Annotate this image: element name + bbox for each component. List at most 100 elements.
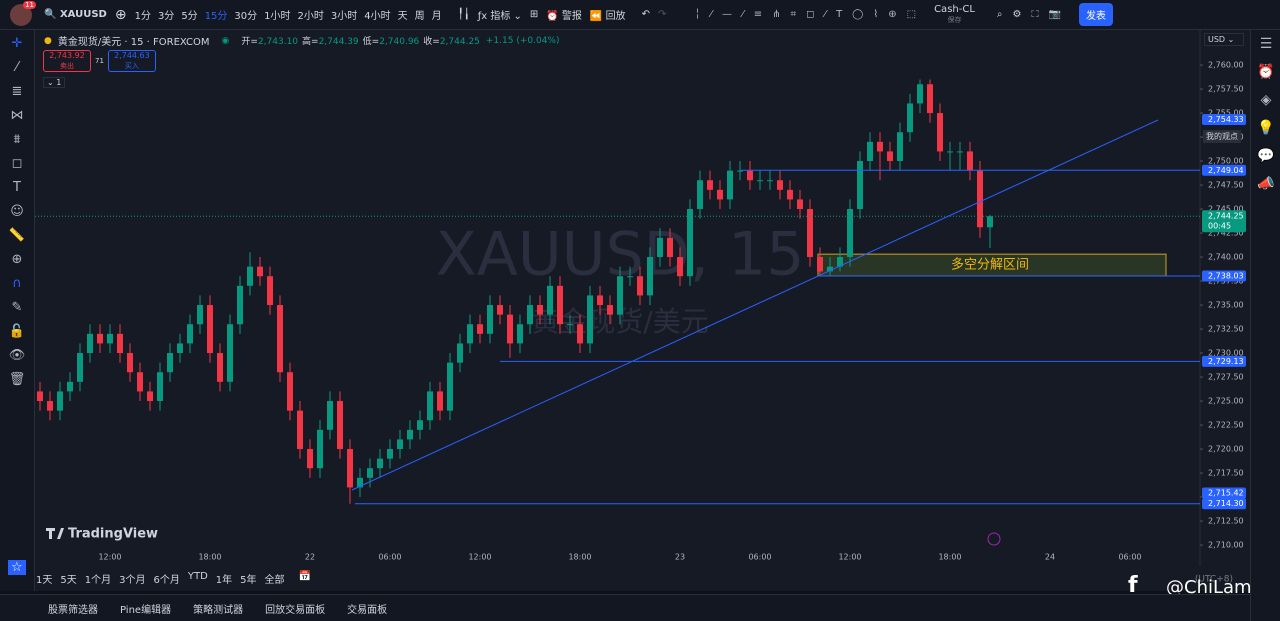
range-button[interactable]: 5天 xyxy=(60,575,77,586)
shape-tool[interactable]: ◻ xyxy=(11,156,23,171)
news[interactable]: 📣 xyxy=(1257,176,1275,192)
crosshair-tool[interactable]: ✛ xyxy=(11,36,23,51)
my-view[interactable]: 我的观点 xyxy=(1203,130,1241,143)
candle-body xyxy=(107,333,113,344)
visibility-tool[interactable]: 👁 xyxy=(8,348,26,363)
y-tick-label: 2,727.50 xyxy=(1208,373,1244,382)
bottom-tab[interactable]: 股票筛选器 xyxy=(48,604,98,616)
replay-button[interactable]: ⏪ 回放 xyxy=(589,11,626,22)
forecast-tool[interactable]: ⩩ xyxy=(13,132,21,147)
event-icon[interactable] xyxy=(987,532,1001,546)
candle-body xyxy=(737,170,743,172)
candle-body xyxy=(247,266,253,286)
bottom-tab[interactable]: 策略测试器 xyxy=(193,604,244,616)
ohlc-values: 开=2,743.10 高=2,744.39 低=2,740.96 收=2,744.25 xyxy=(241,34,480,47)
currency-select[interactable]: USD ⌄ xyxy=(1204,33,1244,46)
interval[interactable]: 30分 xyxy=(234,11,258,22)
interval[interactable]: 4小时 xyxy=(364,11,391,22)
watchlist[interactable]: ☰ xyxy=(1259,36,1273,52)
layers[interactable]: ◈ xyxy=(1260,92,1272,108)
interval[interactable]: 周 xyxy=(414,11,425,22)
candle-body xyxy=(637,276,643,296)
alerts-button[interactable]: ⏰ 警报 xyxy=(546,11,582,22)
candle-body xyxy=(447,362,453,411)
candle-body xyxy=(837,257,843,267)
instrument[interactable]: 黄金现货/美元 · 15 · FOREXCOM xyxy=(57,37,210,48)
last-price-tag xyxy=(1202,210,1246,233)
save-label: 保存 xyxy=(947,15,962,24)
candle-body xyxy=(877,141,883,152)
indicator-toggle[interactable]: ⌄ 1 xyxy=(43,77,66,88)
range-button[interactable]: 1年 xyxy=(215,575,233,586)
interval[interactable]: 5分 xyxy=(181,11,198,22)
interval[interactable]: 15分 xyxy=(204,11,228,22)
fib-tool[interactable]: ≣ xyxy=(11,84,23,99)
candle-body xyxy=(917,84,923,104)
lock-drawing[interactable]: ✎ xyxy=(11,300,23,315)
legend: ● 黄金现货/美元 · 15 · FOREXCOM ◉ 开=2,743.10 高=… xyxy=(44,33,560,49)
line-tool[interactable]: ⁄ xyxy=(15,60,19,75)
text-tool[interactable]: T xyxy=(13,180,21,195)
toolbar-icons[interactable]: ⌕⚙⛶📷 xyxy=(996,9,1071,20)
avatar[interactable]: 11 xyxy=(10,0,36,26)
pattern-tool[interactable]: ⋈ xyxy=(10,108,24,123)
layout-menu[interactable]: Cash-CL 保存 xyxy=(934,4,975,25)
add-symbol[interactable]: ⊕ xyxy=(114,6,127,23)
interval[interactable]: 3分 xyxy=(157,11,175,22)
interval[interactable]: 1小时 xyxy=(264,11,291,22)
layout-button[interactable]: ⊞ xyxy=(529,9,539,20)
interval-list: 1分 3分 5分 15分 30分 1小时 2小时 3小时 4小时天周月 xyxy=(135,7,442,22)
bottom-tab[interactable]: Pine编辑器 xyxy=(120,604,172,616)
bottom-tab[interactable]: 回放交易面板 xyxy=(265,604,326,616)
range-button[interactable]: 6个月 xyxy=(153,575,180,586)
favorites[interactable]: ☆ xyxy=(8,560,26,575)
candle-body xyxy=(537,305,543,315)
emoji-tool[interactable]: ☺ xyxy=(10,204,24,219)
credit-overlay: @ChiLam xyxy=(1166,577,1252,598)
range-button[interactable]: 1天 xyxy=(36,575,53,586)
range-button[interactable]: 全部 xyxy=(264,575,285,586)
symbol-search[interactable]: 🔍 XAUUSD xyxy=(44,9,107,20)
range-button[interactable]: 1个月 xyxy=(84,575,112,586)
candle-body xyxy=(727,170,733,200)
redo[interactable]: ↷ xyxy=(657,9,667,20)
ideas[interactable]: 💡 xyxy=(1257,120,1275,136)
bottom-tab[interactable]: 交易面板 xyxy=(347,604,388,616)
date-range-button[interactable]: 📅 xyxy=(298,571,311,582)
interval[interactable]: 月 xyxy=(431,11,442,22)
interval[interactable]: 2小时 xyxy=(297,11,324,22)
logo-text: TradingView xyxy=(68,527,158,542)
zoom-tool[interactable]: ⊕ xyxy=(11,252,23,267)
candle-body xyxy=(587,295,593,344)
publish-button[interactable]: 发表 xyxy=(1078,3,1113,26)
interval[interactable]: 天 xyxy=(397,11,408,22)
chat[interactable]: 💬 xyxy=(1257,148,1275,164)
trend-line[interactable] xyxy=(351,119,1159,491)
candle-body xyxy=(177,343,183,354)
lock-tool[interactable]: 🔓 xyxy=(8,324,26,339)
delete-tool[interactable]: 🗑 xyxy=(8,372,26,387)
alerts: 警报 xyxy=(561,11,582,22)
drawing-tools[interactable]: ╎⁄—⁄≡⋔⌗◻⁄T◯⌇⊕⬚ xyxy=(694,9,927,20)
undo[interactable]: ↶ xyxy=(641,9,650,20)
range-button[interactable]: 5年 xyxy=(240,575,257,586)
ohlc-value: 2,740.96 xyxy=(379,37,420,47)
interval[interactable]: 1分 xyxy=(134,11,151,22)
indicators-button[interactable]: ƒx 指标 ⌄ xyxy=(477,11,522,22)
alerts-panel[interactable]: ⏰ xyxy=(1257,64,1275,80)
sell-button[interactable]: 2,743.92 卖出 xyxy=(43,50,91,72)
candle-body xyxy=(817,257,823,272)
candle-body xyxy=(87,333,93,354)
range-button[interactable]: 3个月 xyxy=(119,575,146,586)
interval[interactable]: 3小时 xyxy=(330,11,358,22)
currency: USD xyxy=(1208,35,1226,44)
measure-tool[interactable]: 📏 xyxy=(8,228,26,243)
magnet-tool[interactable]: ∩ xyxy=(12,276,22,291)
buy-button[interactable]: 2,744.63 买入 xyxy=(107,50,156,72)
chart-type[interactable]: ╿╽ xyxy=(457,9,470,20)
candle-body xyxy=(767,180,773,182)
candle-body xyxy=(977,170,983,228)
range-button[interactable]: YTD xyxy=(187,571,208,582)
price-tag xyxy=(1202,487,1246,499)
change: +1.15 (+0.04%) xyxy=(485,35,560,46)
